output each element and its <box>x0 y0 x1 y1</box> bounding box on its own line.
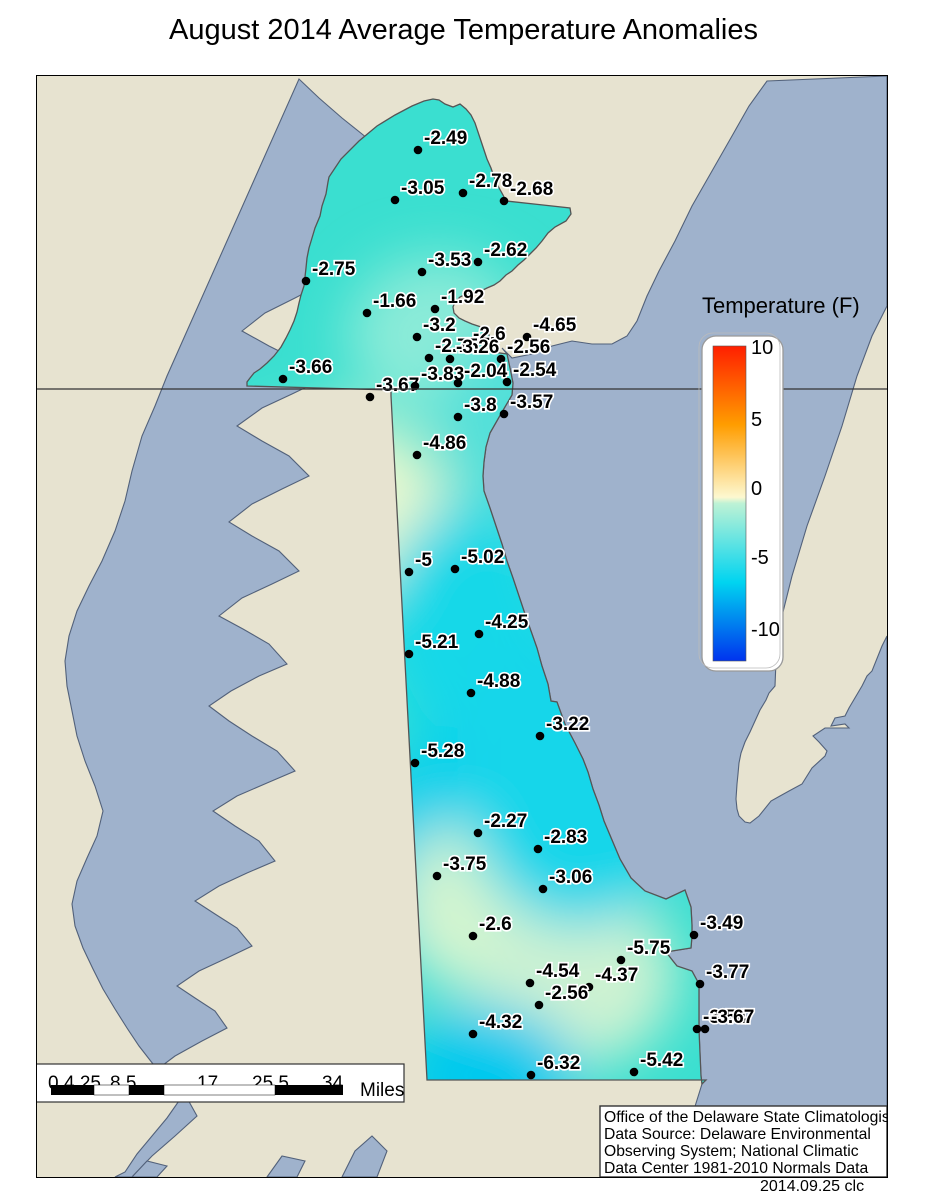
svg-text:-3.2: -3.2 <box>423 315 456 336</box>
svg-text:-5.02: -5.02 <box>461 547 504 568</box>
svg-text:-5.75: -5.75 <box>627 938 671 959</box>
svg-text:-5.21: -5.21 <box>415 632 459 653</box>
svg-text:-4.25: -4.25 <box>485 612 529 633</box>
svg-text:-2.49: -2.49 <box>424 128 467 149</box>
svg-text:-3.06: -3.06 <box>549 867 592 888</box>
svg-text:-2.83: -2.83 <box>544 827 587 848</box>
svg-text:-4.65: -4.65 <box>533 315 577 336</box>
svg-text:-4.37: -4.37 <box>595 965 638 986</box>
svg-text:-3.53: -3.53 <box>428 250 471 271</box>
svg-text:-3.49: -3.49 <box>700 913 743 934</box>
svg-text:10: 10 <box>751 337 773 359</box>
svg-text:-2.62: -2.62 <box>484 240 527 261</box>
svg-text:-5.28: -5.28 <box>421 741 464 762</box>
svg-text:Temperature (F): Temperature (F) <box>702 293 860 318</box>
svg-text:-2.56: -2.56 <box>507 337 550 358</box>
svg-text:-5.42: -5.42 <box>640 1050 683 1071</box>
svg-text:-2.04: -2.04 <box>464 361 508 382</box>
svg-text:-3.77: -3.77 <box>706 962 749 983</box>
svg-text:Data Center 1981-2010 Normals: Data Center 1981-2010 Normals Data <box>604 1160 868 1177</box>
svg-text:-4.88: -4.88 <box>477 671 520 692</box>
svg-text:-2.56: -2.56 <box>545 983 588 1004</box>
svg-text:-6.32: -6.32 <box>537 1053 580 1074</box>
svg-text:-5: -5 <box>415 550 432 571</box>
svg-text:5: 5 <box>751 409 762 431</box>
svg-text:0: 0 <box>751 478 762 500</box>
svg-text:-2.6: -2.6 <box>479 914 512 935</box>
svg-text:-3.67: -3.67 <box>711 1007 754 1028</box>
svg-text:-1.92: -1.92 <box>441 287 484 308</box>
svg-text:-3.26: -3.26 <box>456 337 499 358</box>
svg-text:Office of the Delaware State C: Office of the Delaware State Climatologi… <box>604 1109 887 1126</box>
svg-text:-2.68: -2.68 <box>510 179 553 200</box>
svg-text:-2.75: -2.75 <box>312 259 356 280</box>
svg-text:-3.22: -3.22 <box>546 714 589 735</box>
svg-text:-10: -10 <box>751 619 780 641</box>
svg-text:-1.66: -1.66 <box>373 291 416 312</box>
svg-text:-3.66: -3.66 <box>289 357 332 378</box>
svg-text:-4.54: -4.54 <box>536 961 580 982</box>
svg-text:-3.8: -3.8 <box>464 395 497 416</box>
svg-text:-4.86: -4.86 <box>423 433 466 454</box>
svg-text:-3.57: -3.57 <box>510 392 553 413</box>
svg-text:Miles: Miles <box>360 1080 404 1101</box>
svg-text:-4.32: -4.32 <box>479 1012 522 1033</box>
svg-text:-2.78: -2.78 <box>469 171 512 192</box>
svg-text:-2.27: -2.27 <box>484 811 527 832</box>
svg-text:-5: -5 <box>751 547 769 569</box>
svg-text:-3.75: -3.75 <box>443 854 487 875</box>
svg-text:Observing System; National Cli: Observing System; National Climatic <box>604 1143 859 1160</box>
svg-text:-2.54: -2.54 <box>513 360 557 381</box>
svg-text:-3.05: -3.05 <box>401 178 445 199</box>
svg-text:Data Source: Delaware Environm: Data Source: Delaware Environmental <box>604 1126 871 1143</box>
